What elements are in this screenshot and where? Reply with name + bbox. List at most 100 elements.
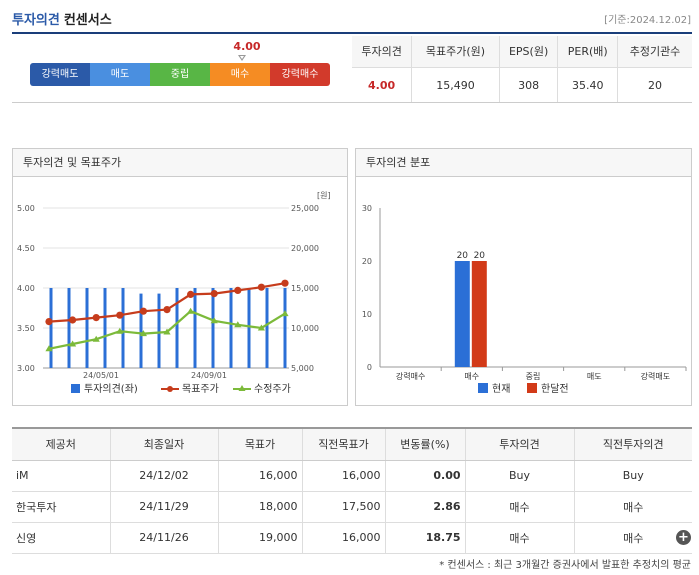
opinion-target-chart-panel: 투자의견 및 목표주가 5.00 4.50 4.00 3.50 3.00 25,000 20… <box>12 148 348 406</box>
th-opinion: 투자의견 <box>465 427 575 461</box>
scale-buy: 매수 <box>210 63 270 86</box>
y-right-unit-label: [원] <box>317 191 331 200</box>
target-price-point <box>210 290 218 298</box>
footnote: * 컨센서스 : 최근 3개월간 증권사에서 발표한 추정치의 평균 <box>439 560 691 571</box>
scale-sell: 매도 <box>90 63 150 86</box>
cell-change-rate: 2.86 <box>385 491 466 523</box>
opinion-bar <box>139 293 143 368</box>
title-main: 투자의견 <box>12 13 60 28</box>
adjusted-price-point <box>116 327 124 334</box>
table-row[interactable]: iM 24/12/02 16,000 16,000 0.00 Buy Buy <box>12 460 692 492</box>
y-right-tick-label: 20,000 <box>291 244 319 253</box>
opinion-bar <box>193 288 197 368</box>
opinion-bar <box>67 288 71 368</box>
cell-provider: 한국투자 <box>12 491 111 523</box>
cell-prev-target: 16,000 <box>302 460 386 492</box>
cell-opinion: 매수 <box>465 522 575 554</box>
table-row[interactable]: 한국투자 24/11/29 18,000 17,500 2.86 매수 매수 <box>12 491 692 523</box>
target-price-point <box>234 286 242 294</box>
panel-title: 투자의견 및 목표주가 <box>13 149 347 177</box>
y-right-tick-label: 10,000 <box>291 324 319 333</box>
x-tick-label: 매도 <box>587 372 602 381</box>
legend-swatch-adjusted-mark <box>238 385 246 391</box>
y-tick-label: 30 <box>362 204 372 213</box>
legend-swatch-opinion <box>71 384 80 393</box>
target-price-point <box>163 306 171 314</box>
legend-label: 한달전 <box>541 383 569 395</box>
opinion-value: 4.00 <box>352 67 413 103</box>
table-row[interactable]: 신영 24/11/26 19,000 16,000 18.75 매수 매수 <box>12 522 692 554</box>
cell-prev-target: 16,000 <box>302 522 386 554</box>
col-institutions: 추정기관수 <box>617 36 692 68</box>
cell-opinion: 매수 <box>465 491 575 523</box>
x-tick-label: 중립 <box>526 372 541 381</box>
adjusted-price-point <box>139 330 147 337</box>
opinion-distribution-chart-panel: 투자의견 분포 30 20 10 0 강력매수 매수 20 20 중립 매도 강력매도 현재 한달전 <box>355 148 692 406</box>
col-target-price: 목표주가(원) <box>411 36 500 68</box>
header-divider <box>12 32 692 34</box>
target-price-point <box>69 316 77 324</box>
opinion-bar <box>283 288 287 368</box>
section-title: 투자의견 컨센서스 <box>12 9 112 28</box>
y-left-tick-label: 4.50 <box>17 244 35 253</box>
y-tick-label: 20 <box>362 257 372 266</box>
adjusted-price-point <box>92 335 100 342</box>
x-tick-label: 강력매도 <box>641 371 670 381</box>
y-right-tick-label: 15,000 <box>291 284 319 293</box>
cell-change-rate: 18.75 <box>385 522 466 554</box>
th-change-rate: 변동률(%) <box>385 427 466 461</box>
adjusted-price-point <box>69 340 77 347</box>
cell-date: 24/11/26 <box>110 522 219 554</box>
legend-swatch-month-ago <box>527 383 537 393</box>
adjusted-price-point <box>257 324 265 331</box>
month-ago-count-bar <box>471 261 487 367</box>
cell-target: 19,000 <box>218 522 303 554</box>
opinion-target-chart: 5.00 4.50 4.00 3.50 3.00 25,000 20,000 15,000 10… <box>17 191 331 395</box>
opinion-bar <box>49 288 53 368</box>
scale-strong-buy: 강력매수 <box>270 63 330 86</box>
cell-prev-opinion: 매수 <box>574 491 692 523</box>
cell-date: 24/11/29 <box>110 491 219 523</box>
eps-value: 308 <box>499 67 559 103</box>
consensus-scale: 강력매도 매도 중립 매수 강력매수 <box>30 63 330 86</box>
consensus-table: 투자의견 목표주가(원) EPS(원) PER(배) 추정기관수 4.00 15… <box>352 36 692 103</box>
target-price-point <box>45 318 53 326</box>
reference-date: [기준:2024.12.02] <box>604 15 691 26</box>
target-price-point <box>257 283 265 291</box>
adjusted-price-point <box>187 307 195 314</box>
legend-label: 현재 <box>492 383 510 395</box>
x-tick-label: 강력매수 <box>396 371 425 381</box>
consensus-marker-triangle-icon <box>238 55 246 61</box>
th-prev-opinion: 직전투자의견 <box>574 427 692 461</box>
expand-plus-icon[interactable]: + <box>676 530 691 545</box>
y-left-tick-label: 3.00 <box>17 364 35 373</box>
x-tick-label: 24/05/01 <box>83 371 119 380</box>
th-prev-target: 직전목표가 <box>302 427 386 461</box>
legend-swatch-current <box>478 383 488 393</box>
cell-opinion: Buy <box>465 460 575 492</box>
scale-strong-sell: 강력매도 <box>30 63 90 86</box>
y-left-tick-label: 5.00 <box>17 204 35 213</box>
th-provider: 제공처 <box>12 427 111 461</box>
consensus-marker-value: 4.00 <box>233 40 261 53</box>
cell-target: 18,000 <box>218 491 303 523</box>
current-count-bar <box>454 261 470 367</box>
legend-swatch-target-dot <box>167 386 173 392</box>
legend-label: 수정주가 <box>254 383 291 395</box>
opinion-bar <box>247 288 251 368</box>
section-header: 투자의견 컨센서스 [기준:2024.12.02] <box>0 0 699 34</box>
opinion-bar <box>175 288 179 368</box>
opinion-bar <box>265 288 269 368</box>
opinion-bar <box>85 288 89 368</box>
title-sub: 컨센서스 <box>63 13 112 28</box>
institutions-value: 20 <box>648 78 663 92</box>
cell-provider: 신영 <box>12 522 111 554</box>
broker-table: 제공처 최종일자 목표가 직전목표가 변동률(%) 투자의견 직전투자의견 iM… <box>12 427 692 554</box>
cell-target: 16,000 <box>218 460 303 492</box>
cell-provider: iM <box>12 460 111 492</box>
cell-date: 24/12/02 <box>110 460 219 492</box>
x-tick-label: 매수 <box>464 372 479 381</box>
y-right-tick-label: 5,000 <box>291 364 314 373</box>
opinion-bar <box>211 288 215 368</box>
